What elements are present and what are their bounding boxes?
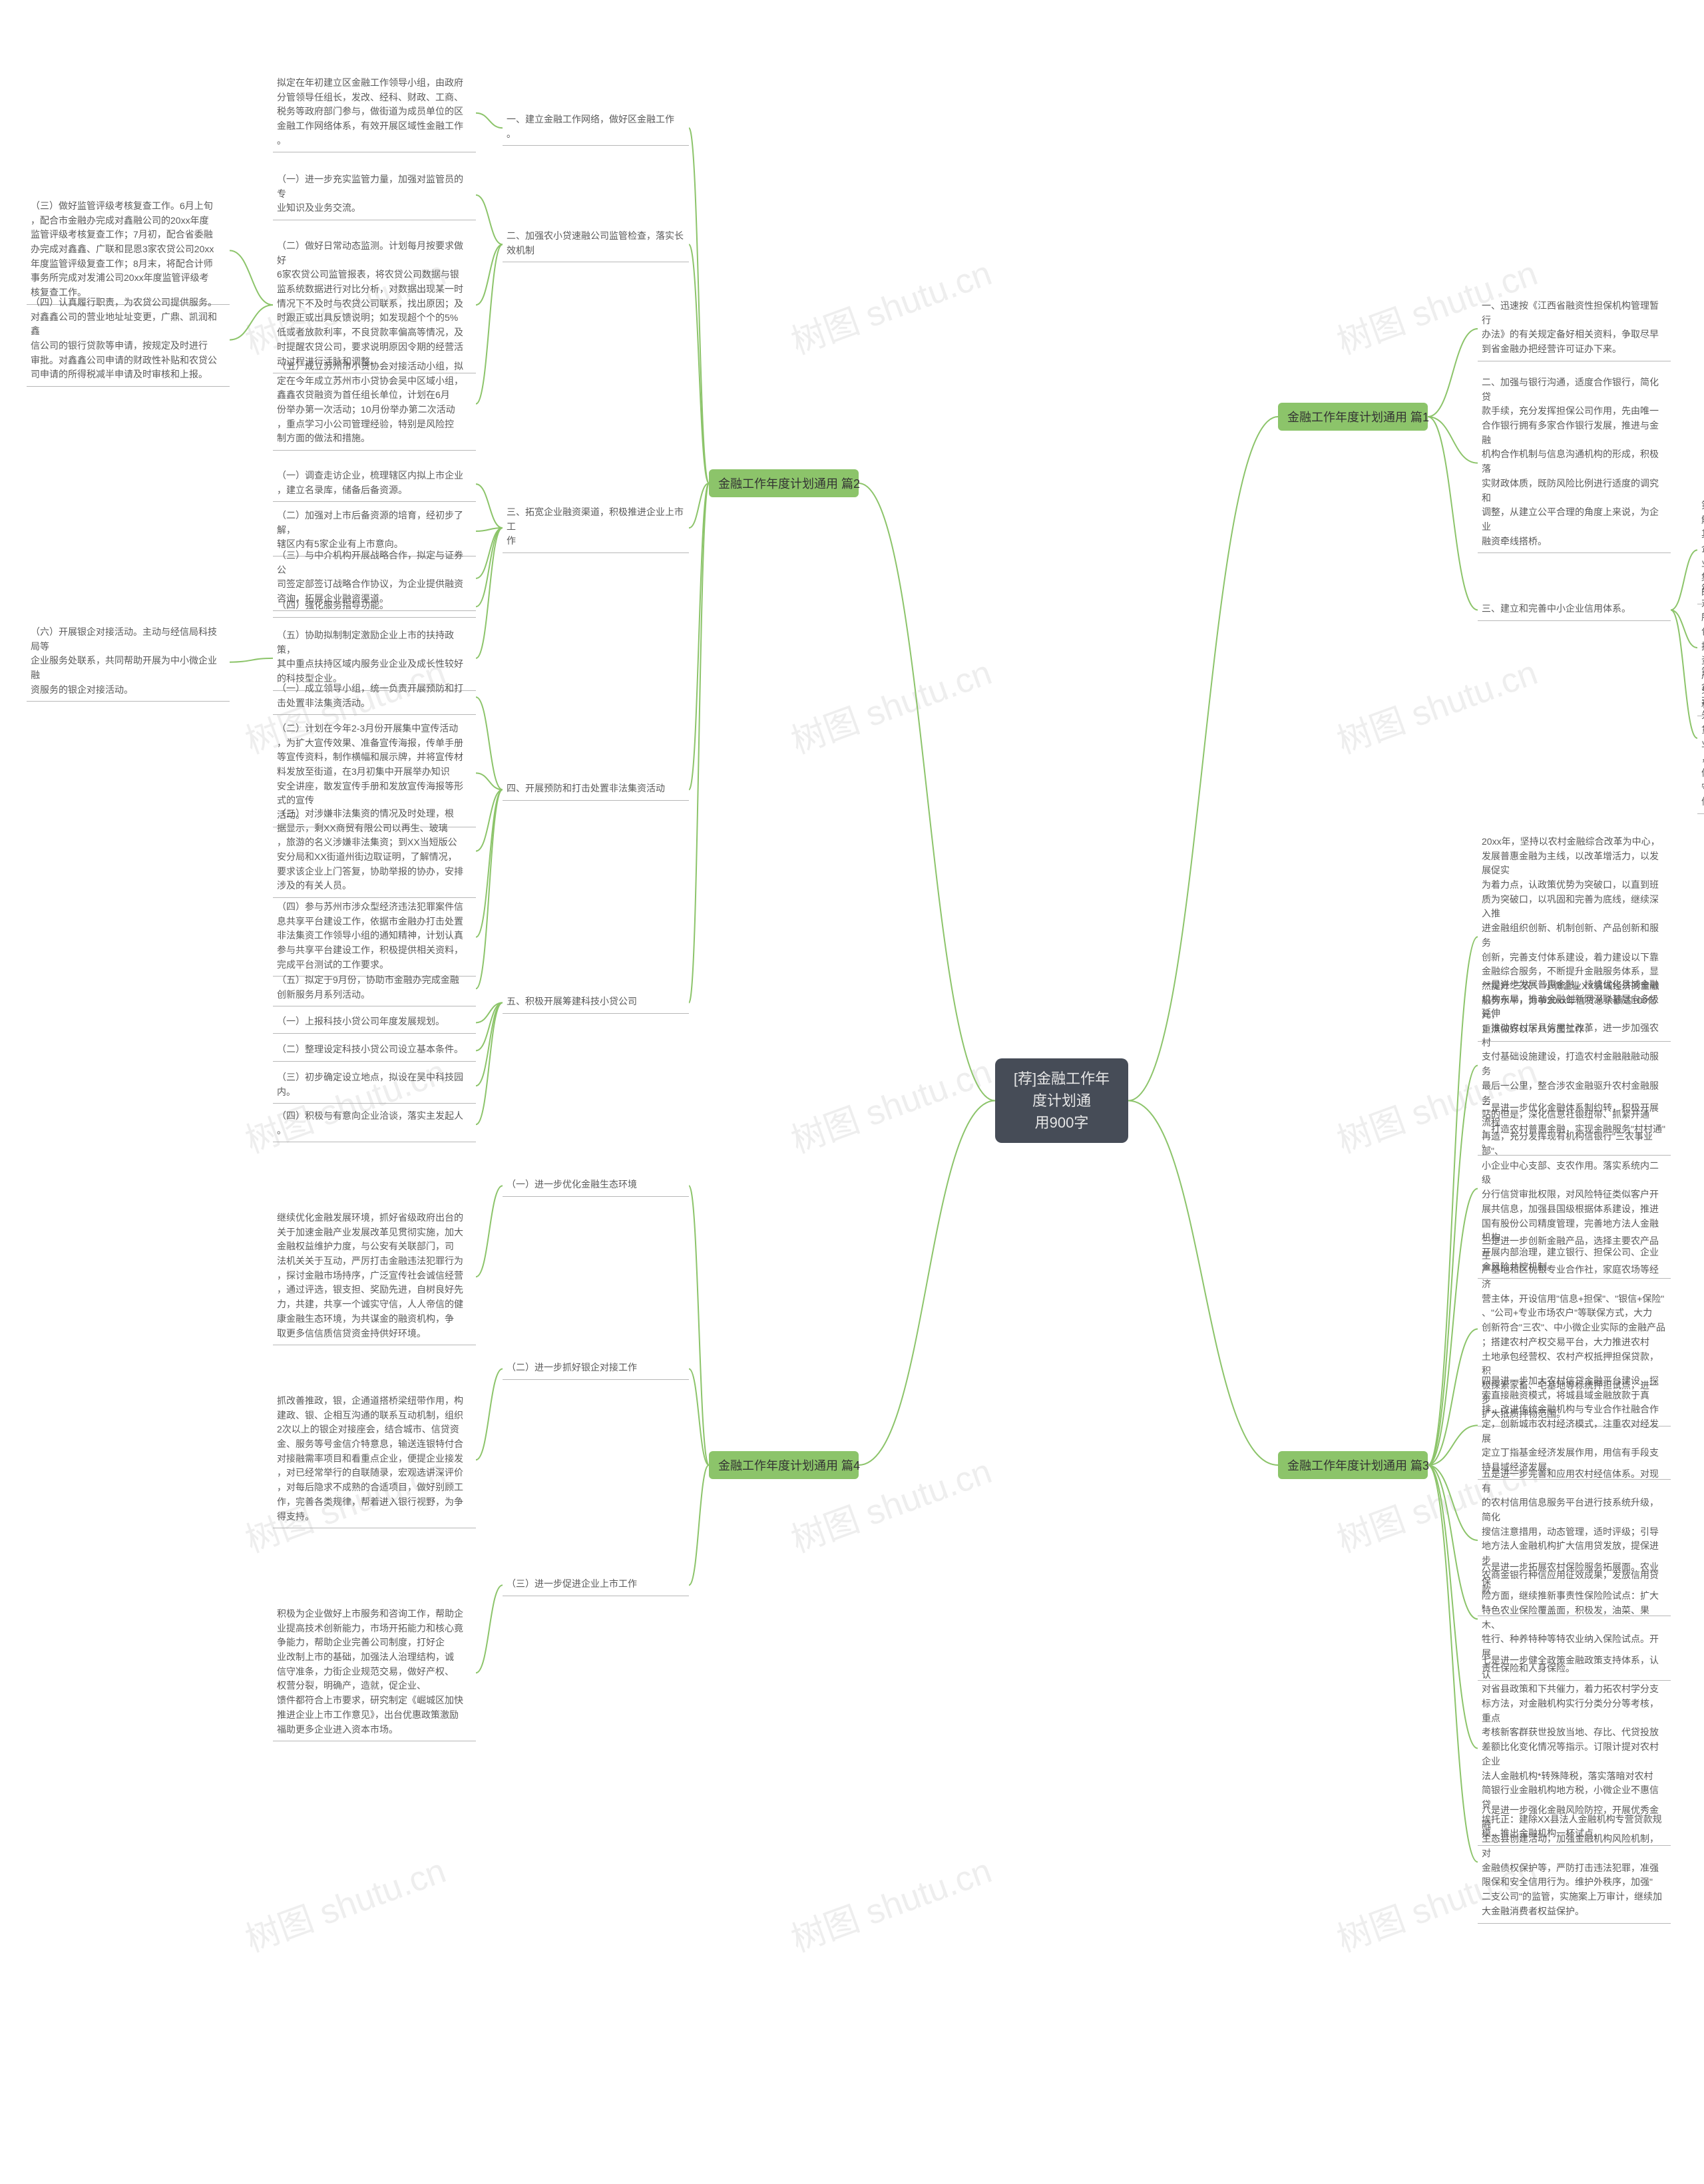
mindmap-leaf: （三）做好监管评级考核复查工作。6月上旬 ，配合市金融办完成对鑫融公司的20xx… bbox=[27, 196, 230, 305]
mindmap-leaf: （二）做好日常动态监测。计划每月按要求做好 6家农贷公司监管报表，将农贷公司数据… bbox=[273, 236, 476, 373]
mindmap-branch: 金融工作年度计划通用 篇3 bbox=[1278, 1451, 1428, 1479]
mindmap-edge bbox=[1428, 1465, 1478, 1862]
mindmap-leaf: 四、开展预防和打击处置非法集资活动 bbox=[503, 779, 689, 801]
mindmap-edge bbox=[476, 113, 503, 128]
mindmap-edge bbox=[230, 658, 273, 662]
mindmap-edge bbox=[1428, 329, 1478, 417]
mindmap-edge bbox=[476, 528, 503, 658]
mindmap-edge bbox=[859, 483, 995, 1101]
mindmap-edge bbox=[476, 1002, 503, 1086]
mindmap-leaf: （四）参与苏州市涉众型经济违法犯罪案件信 息共享平台建设工作，依据市金融办打击处… bbox=[273, 897, 476, 977]
mindmap-leaf: （二）进一步抓好银企对接工作 bbox=[503, 1358, 689, 1380]
mindmap-edge bbox=[1428, 417, 1478, 610]
mindmap-edge bbox=[689, 1369, 709, 1465]
mindmap-edge bbox=[230, 250, 273, 305]
mindmap-edge bbox=[1428, 1066, 1478, 1465]
mindmap-edge bbox=[1128, 417, 1278, 1101]
mindmap-leaf: （四）积极与有意向企业洽谈，落实主发起人 。 bbox=[273, 1106, 476, 1142]
mindmap-branch: 金融工作年度计划通用 篇2 bbox=[709, 469, 859, 497]
mindmap-leaf: 一、建立金融工作网络，做好区金融工作 。 bbox=[503, 110, 689, 146]
mindmap-edge bbox=[476, 1186, 503, 1277]
mindmap-leaf: （四）认真履行职责，为农贷公司提供服务。 对鑫鑫公司的营业地址址变更，广鼎、凯润… bbox=[27, 293, 230, 387]
mindmap-leaf: （一）成立领导小组，统一负责开展预防和打 击处置非法集资活动。 bbox=[273, 679, 476, 715]
mindmap-edge bbox=[476, 484, 503, 528]
mindmap-leaf: 积极为企业做好上市服务和咨询工作，帮助企 业提高技术创新能力，市场开拓能力和核心… bbox=[273, 1604, 476, 1741]
mindmap-root: [荐]金融工作年度计划通 用900字 bbox=[995, 1058, 1128, 1143]
mindmap-branch: 金融工作年度计划通用 篇1 bbox=[1278, 403, 1428, 431]
mindmap-edge bbox=[1428, 1465, 1478, 1748]
mindmap-branch: 金融工作年度计划通用 篇4 bbox=[709, 1451, 859, 1479]
mindmap-leaf: 第三，建立企业守信激励与失信惩戒机制。 企业的信用凭用将直接影响们的业务拓展。 … bbox=[1697, 662, 1704, 814]
edges-layer bbox=[0, 0, 1704, 2184]
mindmap-leaf: （一）上报科技小贷公司年度发展规划。 bbox=[273, 1012, 476, 1034]
mindmap-edge bbox=[689, 244, 709, 483]
mindmap-leaf: （一）进一步充实监管力量，加强对监管员的专 业知识及业务交流。 bbox=[273, 170, 476, 220]
mindmap-edge bbox=[230, 305, 273, 339]
mindmap-edge bbox=[476, 697, 503, 789]
mindmap-edge bbox=[476, 789, 503, 937]
mindmap-edge bbox=[476, 1585, 503, 1673]
mindmap-edge bbox=[689, 483, 709, 1002]
mindmap-leaf: （三）进一步促进企业上市工作 bbox=[503, 1574, 689, 1596]
mindmap-edge bbox=[689, 128, 709, 483]
mindmap-leaf: 五、积极开展筹建科技小贷公司 bbox=[503, 992, 689, 1014]
mindmap-leaf: （一）调查走访企业，梳理辖区内拟上市企业 ，建立名录库，储备后备资源。 bbox=[273, 466, 476, 502]
mindmap-edge bbox=[476, 1002, 503, 1124]
mindmap-leaf: （一）进一步优化金融生态环境 bbox=[503, 1175, 689, 1197]
mindmap-leaf: 三、建立和完善中小企业信用体系。 bbox=[1478, 599, 1671, 621]
mindmap-edge bbox=[476, 244, 503, 305]
mindmap-edge bbox=[1671, 550, 1697, 610]
mindmap-edge bbox=[476, 244, 503, 403]
mindmap-edge bbox=[476, 195, 503, 244]
mindmap-leaf: 二、加强农小贷速融公司监管检查，落实长 效机制 bbox=[503, 226, 689, 262]
mindmap-leaf: （五）拟定于9月份，协助市金融办完成金融 创新服务月系列活动。 bbox=[273, 971, 476, 1006]
mindmap-leaf: 一、迅速按《江西省融资性担保机构管理暂行 办法》的有关规定备好相关资料，争取尽早… bbox=[1478, 296, 1671, 361]
mindmap-edge bbox=[689, 1465, 709, 1585]
mindmap-edge bbox=[1428, 1465, 1478, 1619]
mindmap-leaf: （二）整理设定科技小贷公司设立基本条件。 bbox=[273, 1040, 476, 1062]
mindmap-leaf: （五）成立苏州市小贷协会对接活动小组，拟 定在今年成立苏州市小贷协会吴中区域小组… bbox=[273, 357, 476, 451]
mindmap-edge bbox=[476, 1369, 503, 1460]
mindmap-leaf: 二、加强与银行沟通，适度合作银行，简化贷 款手续，充分发挥担保公司作用，先由唯一… bbox=[1478, 373, 1671, 553]
mindmap-edge bbox=[859, 1101, 995, 1466]
mindmap-edge bbox=[1428, 937, 1478, 1465]
mindmap-leaf: （六）开展银企对接活动。主动与经信局科技局等 企业服务处联系，共同帮助开展为中小… bbox=[27, 622, 230, 702]
mindmap-leaf: 抓改善推政，银，企通道搭桥梁纽带作用，构 建政、银、企相互沟通的联系互动机制，组… bbox=[273, 1391, 476, 1528]
mindmap-leaf: （四）强化服务指导功能。 bbox=[273, 596, 476, 618]
mindmap-leaf: （三）初步确定设立地点，拟设在吴中科技园 内。 bbox=[273, 1068, 476, 1104]
mindmap-edge bbox=[1428, 1189, 1478, 1465]
mindmap-edge bbox=[1128, 1101, 1278, 1466]
mindmap-leaf: （三）对涉嫌非法集资的情况及时处理，根 据显示，剩XX商贸有限公司以再生、玻璃 … bbox=[273, 804, 476, 898]
mindmap-leaf: 继续优化金融发展环境，抓好省级政府出台的 关于加速金融产业发展改革见贯彻实施，加… bbox=[273, 1208, 476, 1345]
mindmap-leaf: 三、拓宽企业融资渠道，积极推进企业上市工 作 bbox=[503, 503, 689, 553]
mindmap-leaf: 拟定在年初建立区金融工作领导小组，由政府 分管领导任组长，发改、经科、财政、工商… bbox=[273, 73, 476, 152]
mindmap-leaf: 八是进一步强化金融风险防控，开展优秀金融 生态县创建活动，加强金融机构风险机制，… bbox=[1478, 1801, 1671, 1924]
mindmap-leaf: 四是进一步加大农村信贷金融平台建设，探 索直接融资模式，将城县域金融放款于真 排… bbox=[1478, 1371, 1671, 1480]
